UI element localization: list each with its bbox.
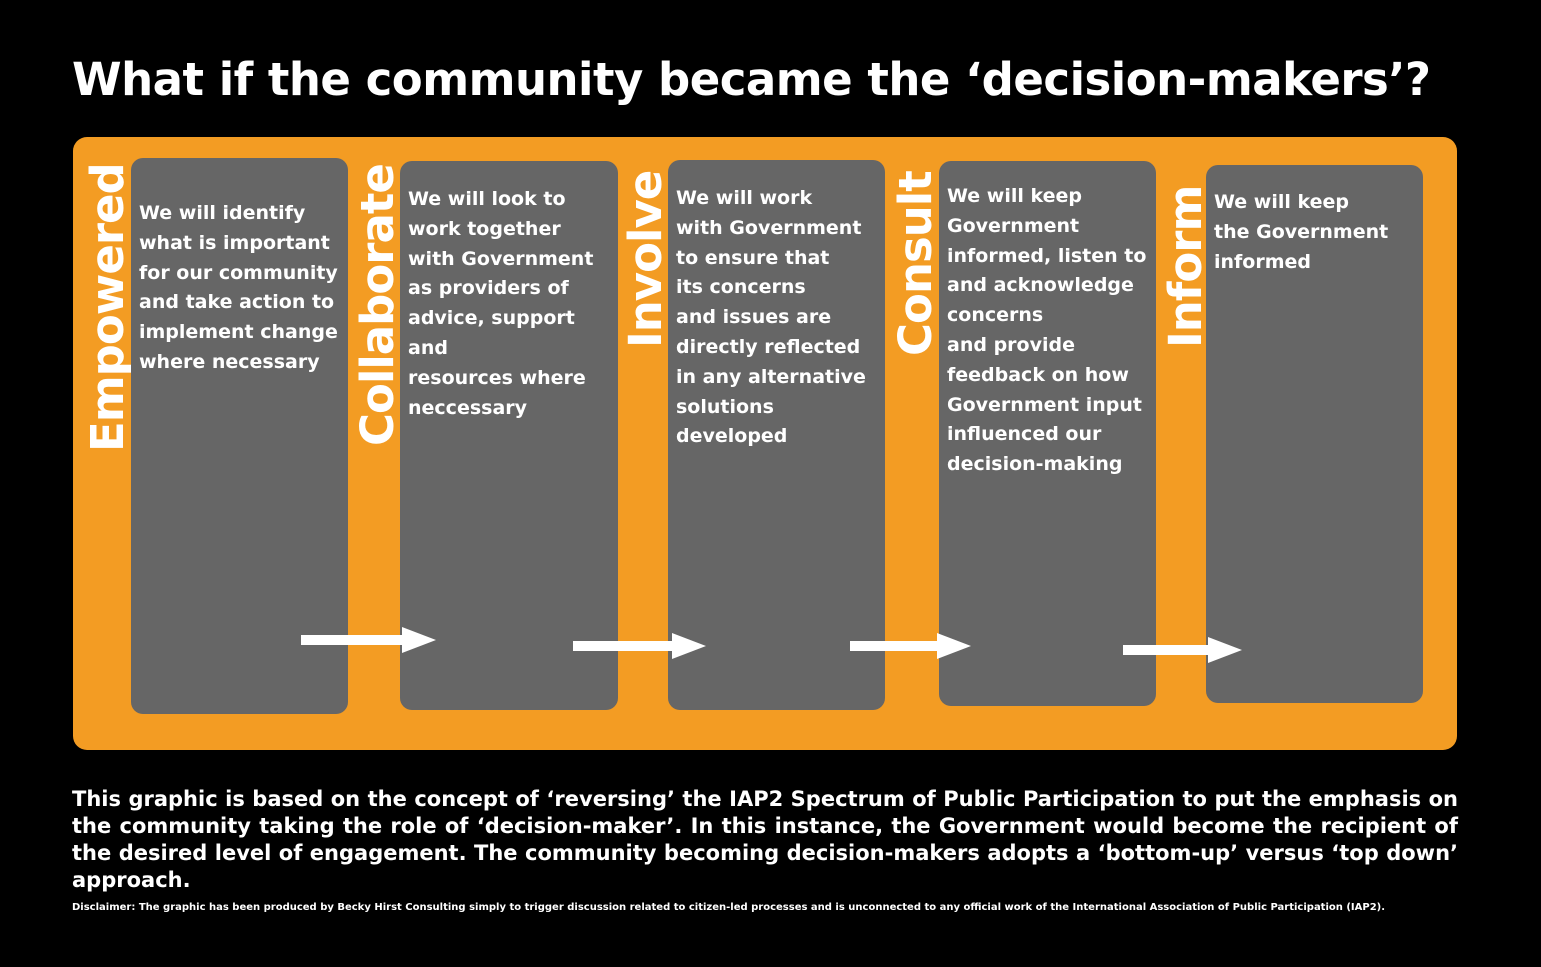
explanatory-note: This graphic is based on the concept of … [72, 787, 1458, 892]
stage-label-inform: Inform [1159, 185, 1212, 348]
stage-box-collaborate: We will look to work together with Gover… [400, 161, 618, 710]
arrow-right-icon [573, 633, 706, 659]
stage-label-empowered: Empowered [81, 163, 134, 452]
arrow-right-icon [301, 627, 436, 653]
stage-text-consult: We will keep Government informed, listen… [947, 185, 1147, 476]
stage-box-empowered: We will identify what is important for o… [131, 158, 348, 714]
arrow-right-icon [1123, 637, 1242, 663]
stage-label-collaborate: Collaborate [351, 164, 404, 446]
stage-box-inform: We will keep the Government informed [1206, 165, 1423, 703]
stage-text-empowered: We will identify what is important for o… [139, 202, 338, 373]
stage-label-consult: Consult [889, 171, 942, 356]
disclaimer: Disclaimer: The graphic has been produce… [72, 902, 1386, 913]
stage-text-inform: We will keep the Government informed [1214, 191, 1389, 273]
stage-box-involve: We will work with Government to ensure t… [668, 160, 885, 710]
page-title: What if the community became the ‘decisi… [72, 53, 1431, 106]
stage-text-involve: We will work with Government to ensure t… [676, 187, 866, 448]
stage-text-collaborate: We will look to work together with Gover… [408, 188, 594, 419]
stage-box-consult: We will keep Government informed, listen… [939, 161, 1156, 706]
arrow-right-icon [850, 633, 971, 659]
stage-label-involve: Involve [619, 170, 672, 348]
